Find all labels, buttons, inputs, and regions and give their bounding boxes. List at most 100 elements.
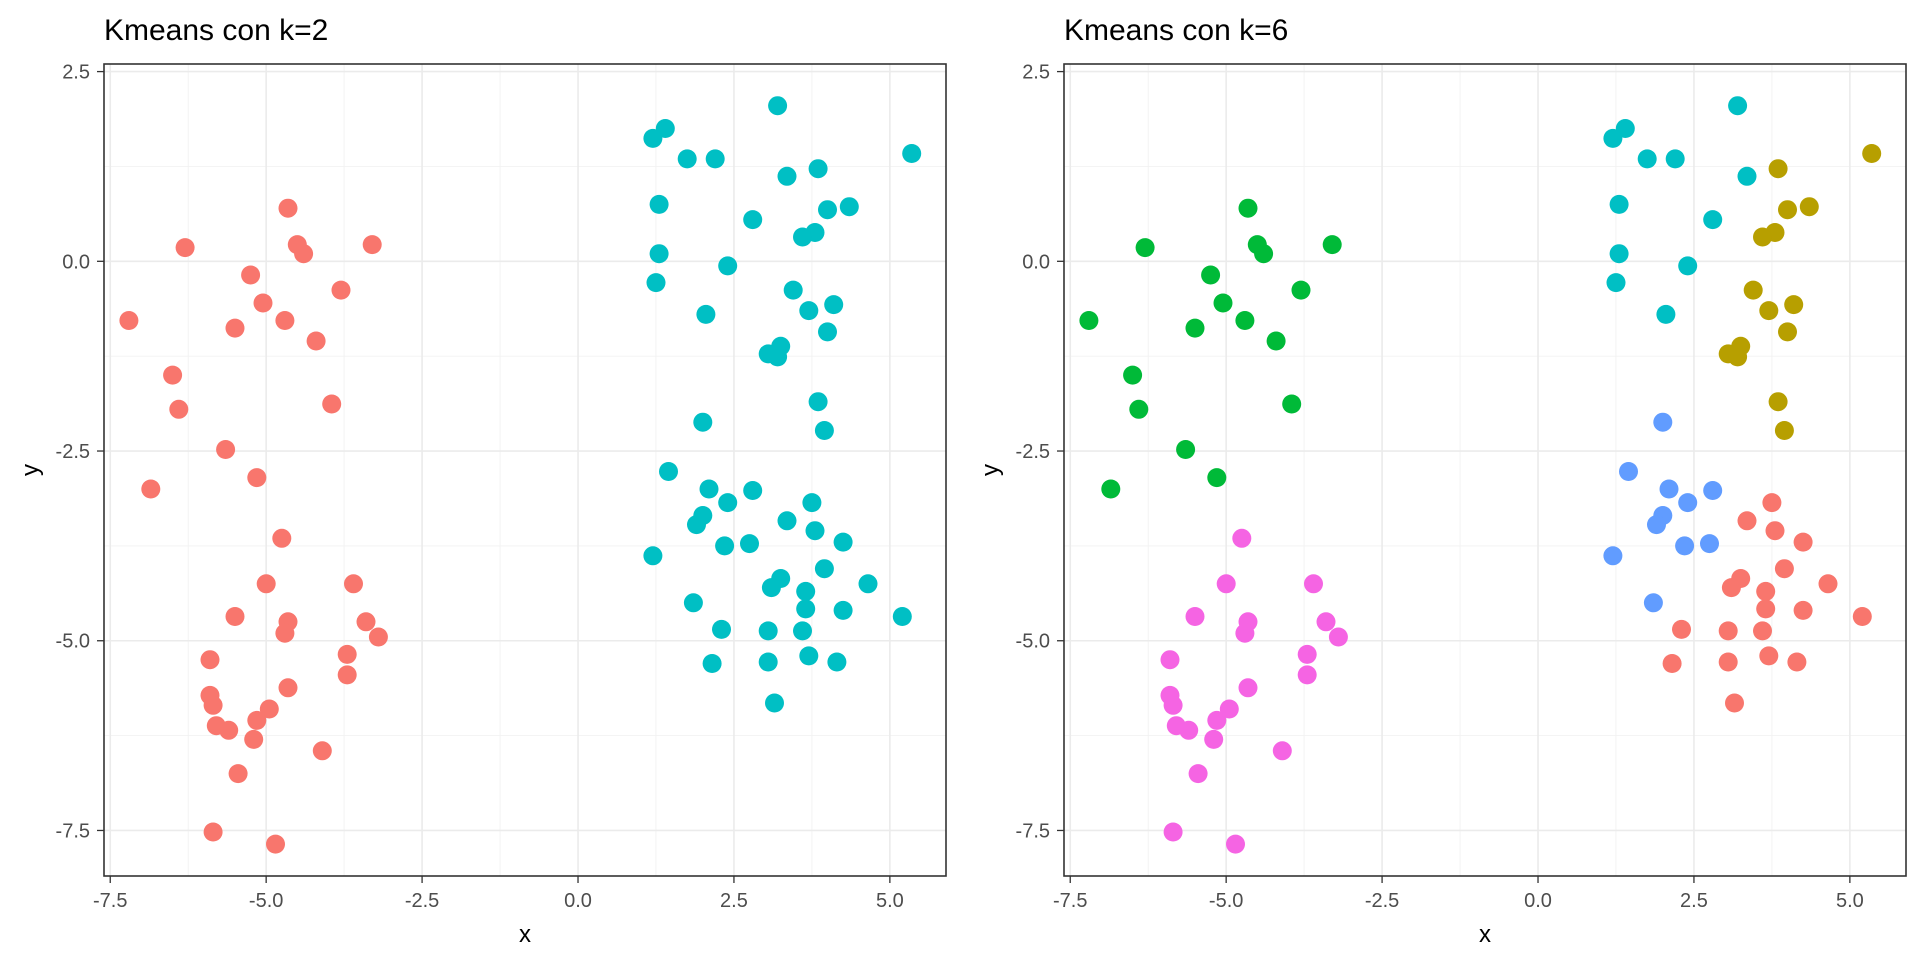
x-axis: -7.5 -5.0 -2.5 0.0 2.5 5.0 [93,876,904,912]
y-tick-label: 0.0 [1022,251,1050,273]
data-point [761,578,781,598]
data-point [793,621,812,641]
data-point [1672,619,1691,639]
data-point [1799,197,1819,217]
data-point [805,521,825,541]
data-point [1238,678,1258,698]
data-point [1266,331,1286,351]
data-point [1756,581,1776,601]
data-point [1762,493,1782,513]
data-point [777,511,797,531]
data-point [256,574,276,594]
data-point [1703,210,1723,230]
y-tick-label: -7.5 [1016,820,1050,842]
data-point [1643,593,1663,613]
series-1 [119,198,388,854]
x-tick-label: 2.5 [720,890,748,912]
y-tick-label: -5.0 [1016,631,1050,653]
data-point [824,295,844,315]
data-point [225,607,245,626]
data-point [1818,574,1838,594]
data-point [1235,623,1255,643]
data-point [783,280,803,300]
data-point [368,627,388,647]
data-point [827,652,847,672]
data-points [119,96,922,854]
data-point [808,392,828,412]
data-point [1619,462,1638,481]
data-point [799,301,819,321]
data-point [163,365,183,385]
data-point [1793,600,1813,620]
data-point [1129,399,1149,419]
data-point [362,235,382,255]
data-point [649,194,669,214]
data-point [643,546,663,566]
data-point [344,574,363,594]
series-3 [1603,96,1757,324]
plot-background [104,64,946,876]
data-point [1756,599,1776,619]
y-tick-label: -7.5 [56,820,90,842]
data-point [1254,244,1274,264]
data-point [677,149,697,169]
data-point [1179,720,1199,740]
x-tick-label: 5.0 [1836,890,1864,912]
plot-background [1064,64,1906,876]
data-point [1235,311,1255,330]
data-point [1160,650,1180,670]
data-point [1079,311,1099,330]
data-point [1768,159,1788,179]
data-point [796,599,816,619]
data-point [1297,644,1317,664]
chart-title: Kmeans con k=6 [1064,14,1288,47]
data-point [1238,198,1258,218]
data-point [1603,128,1623,148]
data-point [1721,578,1741,598]
data-point [1778,322,1797,342]
y-tick-label: 0.0 [62,251,90,273]
data-point [219,720,239,740]
data-point [1316,612,1336,632]
data-point [1282,394,1302,414]
data-point [1328,627,1348,647]
data-point [1753,227,1772,247]
data-point [1700,534,1719,554]
data-point [718,493,738,513]
data-point [1774,559,1794,579]
data-point [1188,764,1208,784]
data-point [1787,652,1807,672]
data-point [799,646,819,666]
data-point [331,280,351,300]
data-point [216,440,236,459]
data-point [337,665,357,685]
data-point [1123,365,1143,385]
data-point [1216,574,1236,594]
data-point [814,559,834,579]
data-point [244,729,264,749]
x-tick-label: -5.0 [1209,890,1243,912]
y-axis: -7.5 -5.0 -2.5 0.0 2.5 [1016,62,1064,842]
x-tick-label: -7.5 [93,890,127,912]
data-point [306,331,326,351]
y-axis-title: y [977,464,1004,476]
data-point [1656,304,1676,324]
data-point [356,612,376,632]
data-point [225,318,245,338]
data-point [1718,621,1738,641]
data-point [1609,244,1629,264]
data-point [1207,468,1227,488]
data-point [1737,511,1757,531]
data-point [833,600,853,620]
data-point [1728,96,1748,116]
data-point [1728,347,1748,367]
data-point [712,619,731,639]
data-point [203,822,223,842]
data-point [802,493,822,513]
data-point [272,528,292,548]
data-point [169,399,189,419]
data-point [175,238,195,258]
chart-panel-k6: -7.5 -5.0 -2.5 0.0 2.5 5.0 -7.5 -5.0 -2.5 0.0 2.5 x… [977,14,1907,948]
major-gridlines [1064,64,1906,876]
